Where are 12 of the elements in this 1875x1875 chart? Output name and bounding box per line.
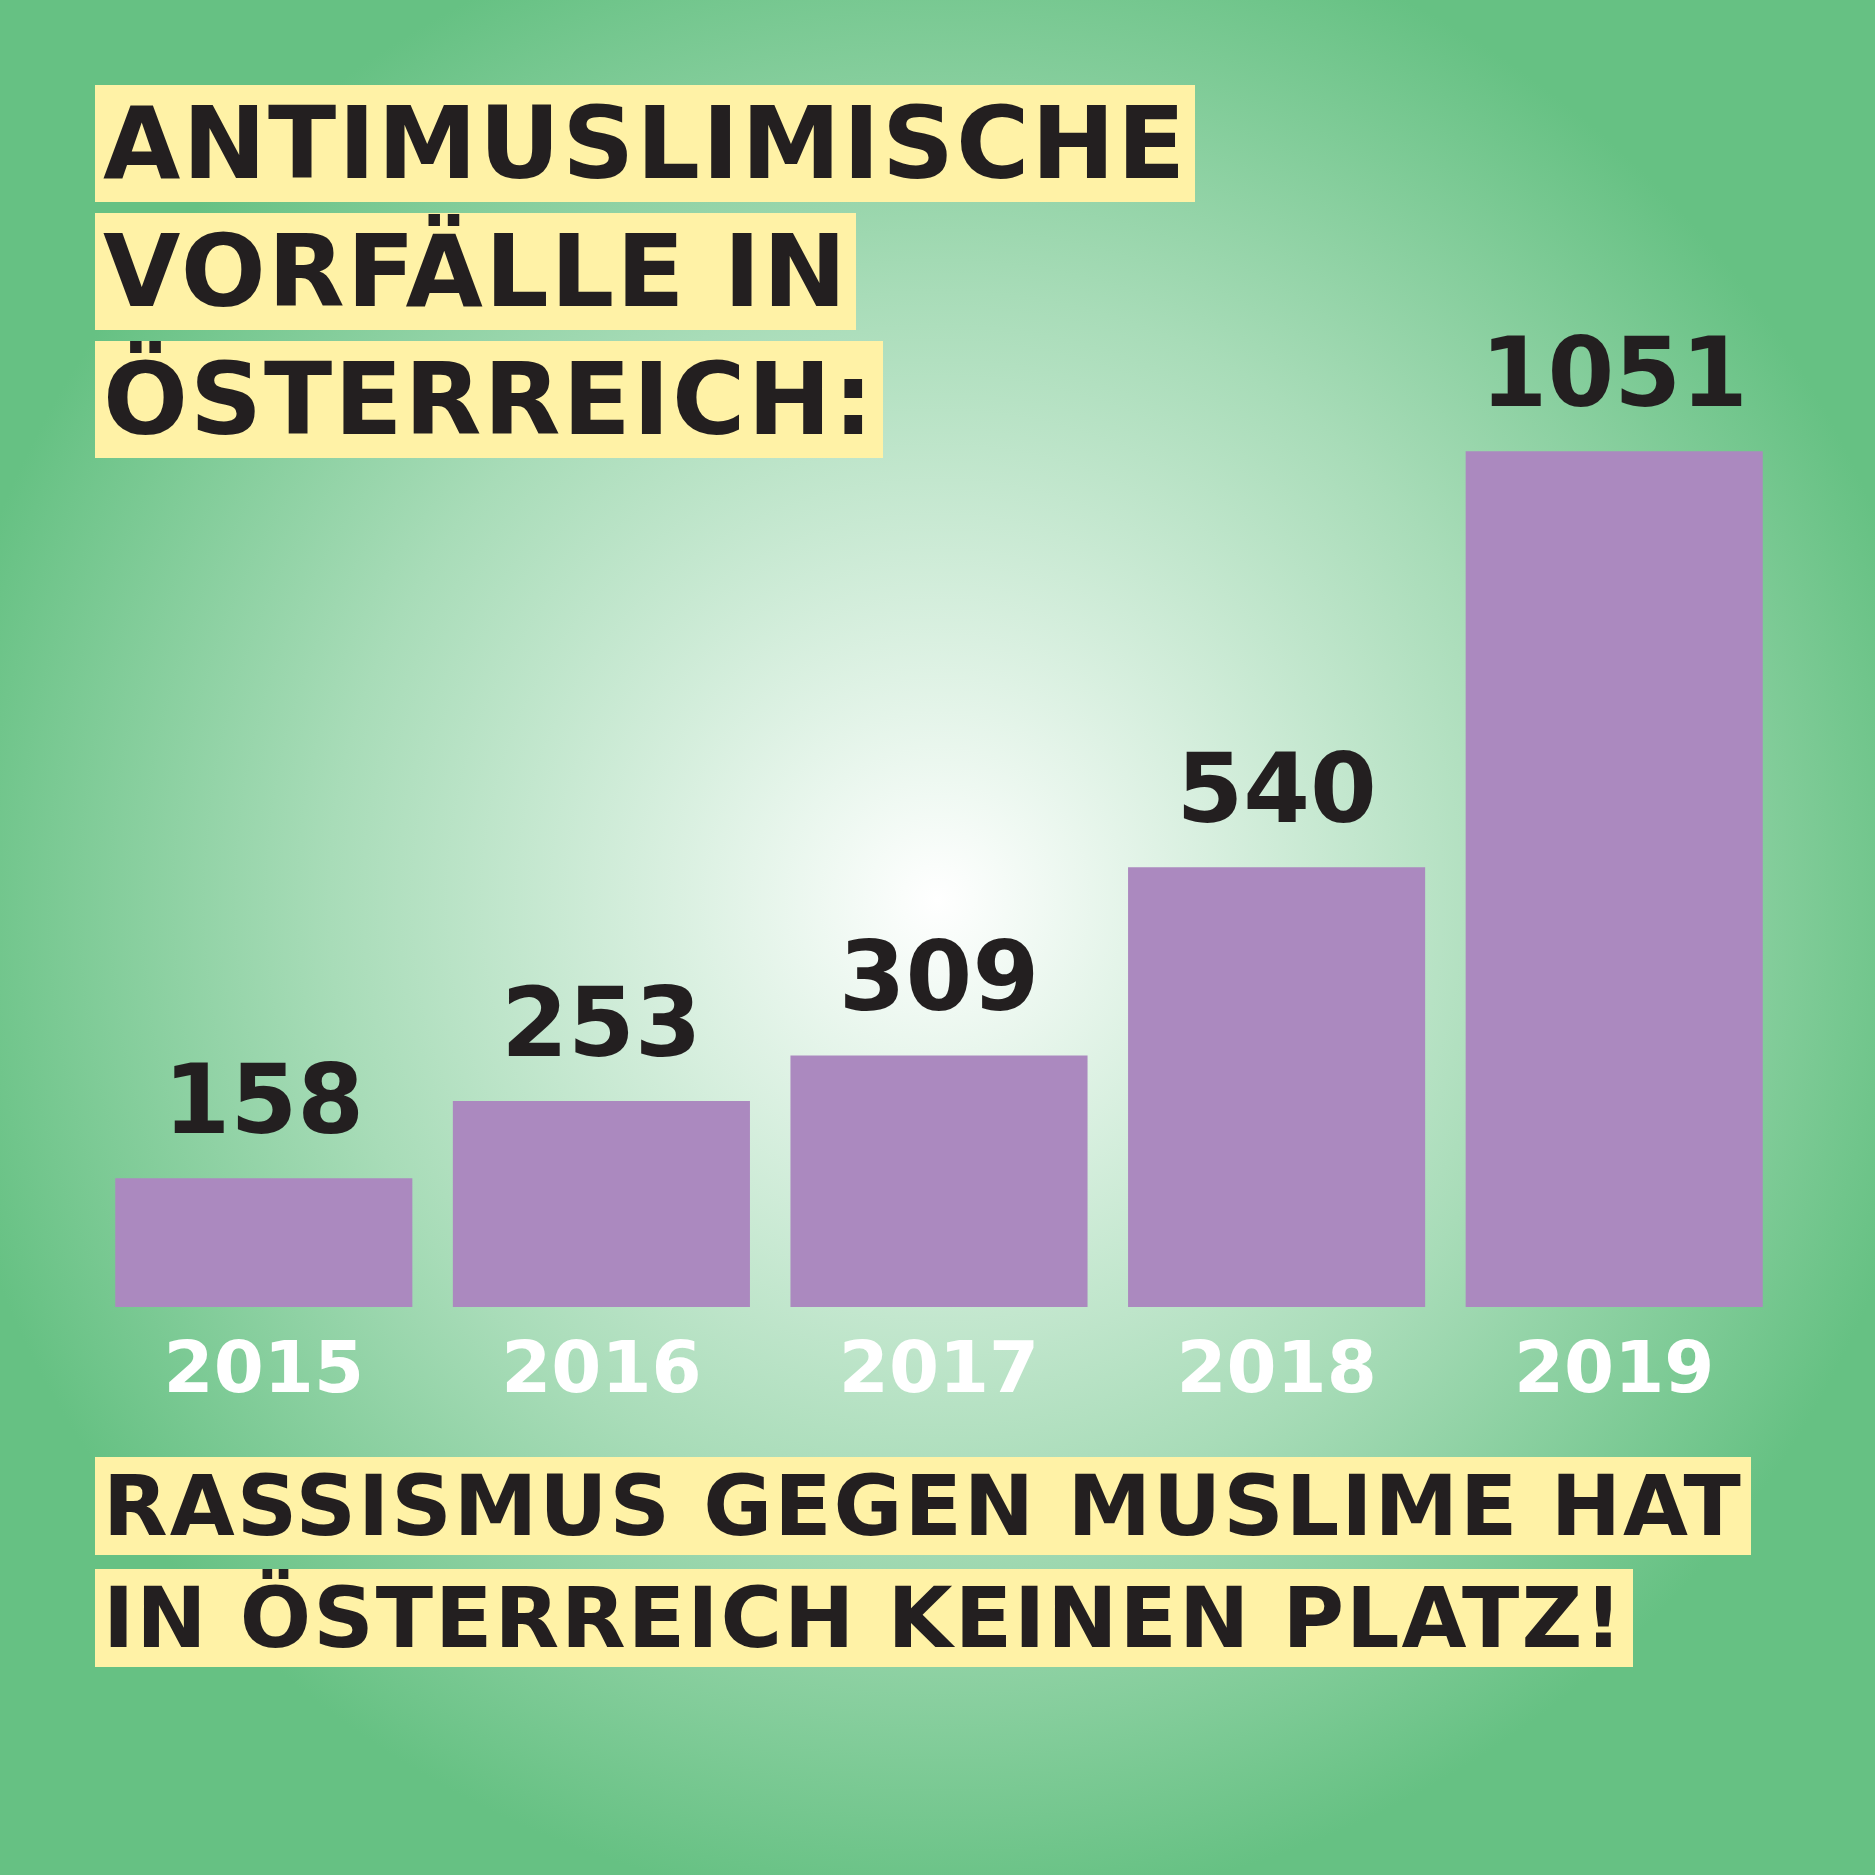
data-label: 158 — [163, 1044, 364, 1157]
x-tick-label: 2019 — [1514, 1325, 1715, 1409]
data-label: 253 — [501, 967, 702, 1080]
x-tick-label: 2018 — [1176, 1325, 1377, 1409]
data-label: 540 — [1176, 733, 1377, 846]
x-tick-label: 2017 — [838, 1325, 1040, 1409]
x-tick-label: 2015 — [163, 1325, 364, 1409]
text: RASSISMUS GEGEN MUSLIME HAT IN ÖSTERREICH KEINEN PLATZ! — [95, 1457, 1751, 1667]
data-label: 1051 — [1480, 317, 1748, 430]
chart-title: ANTIMUSLIMISCHE VORFÄLLE IN ÖSTERREICH: — [95, 85, 1196, 458]
x-tick-label: 2016 — [501, 1325, 702, 1409]
data-label: 309 — [838, 921, 1040, 1034]
